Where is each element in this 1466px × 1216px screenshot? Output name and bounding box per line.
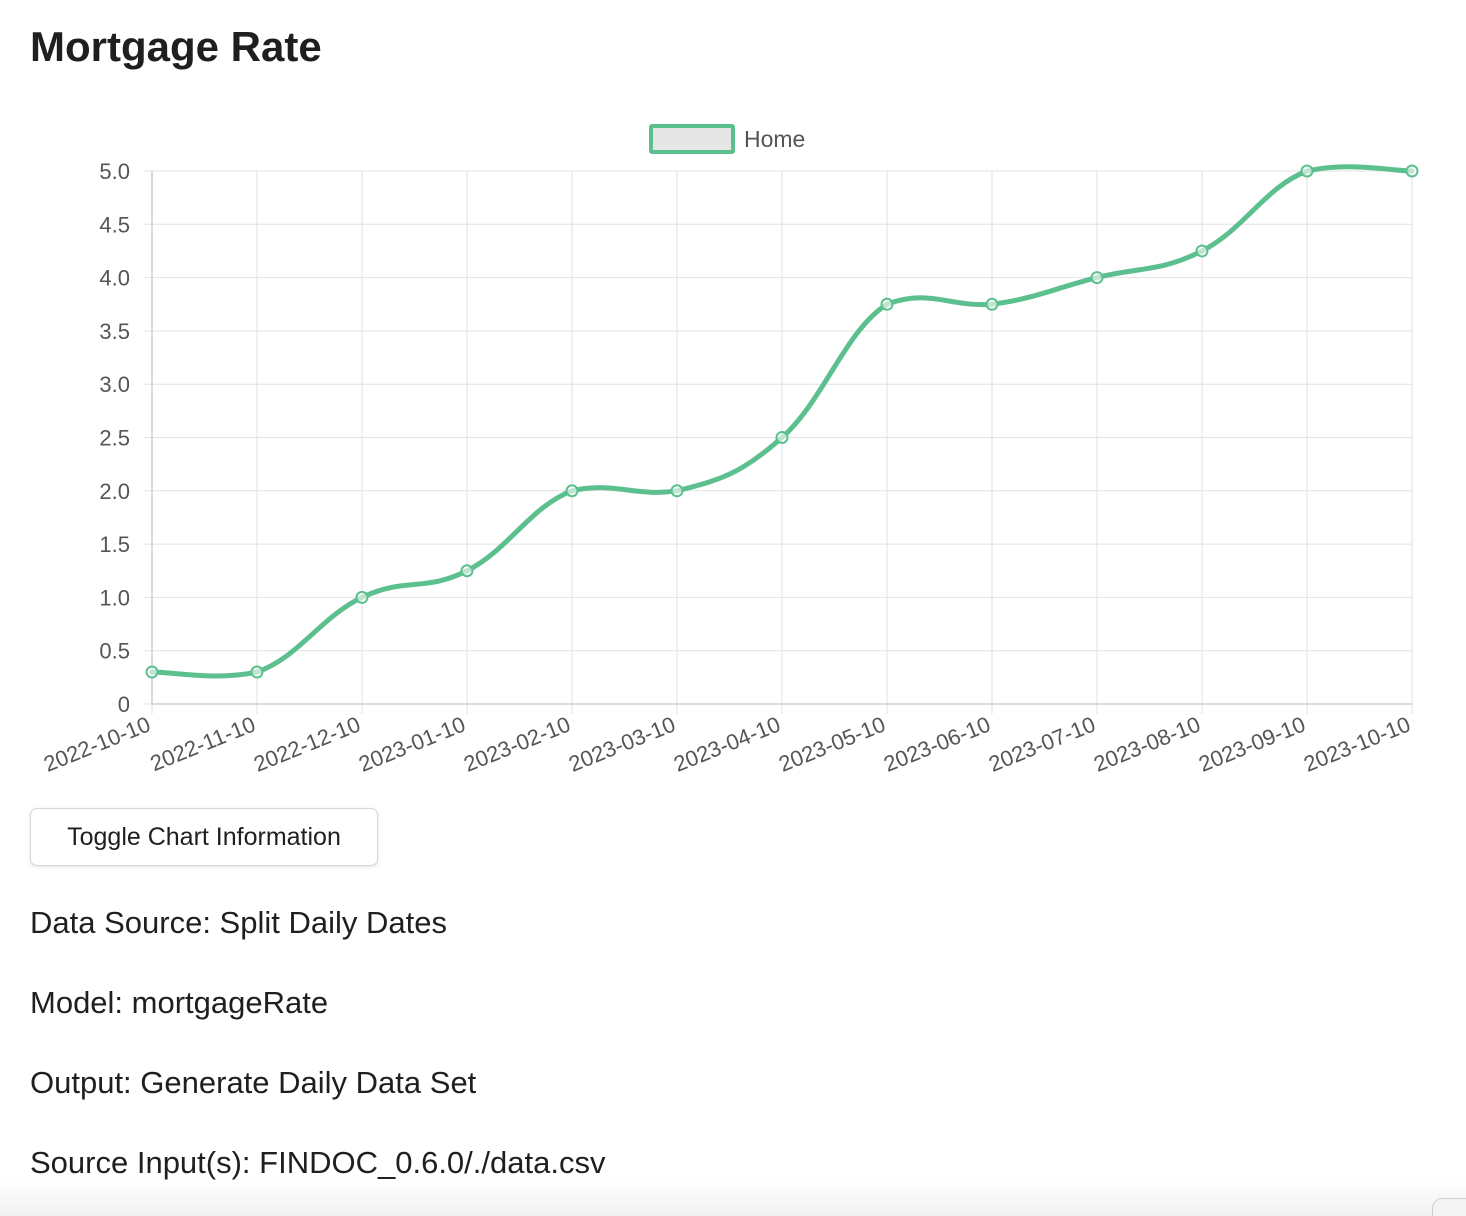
x-tick-label: 2023-05-10 [775, 711, 889, 776]
data-point[interactable] [985, 297, 999, 311]
data-point[interactable] [1300, 164, 1314, 178]
y-tick-label: 4.5 [99, 212, 130, 237]
y-tick-label: 2.0 [99, 479, 130, 504]
x-tick-label: 2022-10-10 [40, 711, 154, 776]
data-point[interactable] [565, 484, 579, 498]
bottom-fade [0, 1178, 1466, 1216]
y-tick-label: 4.0 [99, 266, 130, 291]
x-tick-label: 2023-08-10 [1090, 711, 1204, 776]
legend-label[interactable]: Home [744, 126, 805, 152]
x-tick-label: 2023-04-10 [670, 711, 784, 776]
data-point[interactable] [670, 484, 684, 498]
corner-handle [1432, 1198, 1466, 1216]
y-tick-label: 1.0 [99, 585, 130, 610]
data-point[interactable] [1405, 164, 1419, 178]
x-tick-label: 2023-02-10 [460, 711, 574, 776]
y-tick-label: 3.5 [99, 319, 130, 344]
y-tick-label: 3.0 [99, 372, 130, 397]
x-tick-label: 2023-09-10 [1195, 711, 1309, 776]
mortgage-rate-chart: 0 0.5 1.0 1.5 2.0 2.5 3.0 3.5 4.0 4.5 5.0 2022-10-… [0, 110, 1466, 810]
x-tick-label: 2023-01-10 [355, 711, 469, 776]
data-point[interactable] [250, 665, 264, 679]
x-tick-label: 2023-10-10 [1300, 711, 1414, 776]
data-source-text: Data Source: Split Daily Dates [30, 905, 447, 940]
y-tick-label: 1.5 [99, 532, 130, 557]
y-tick-label: 2.5 [99, 426, 130, 451]
data-point[interactable] [1090, 271, 1104, 285]
toggle-chart-information-button[interactable]: Toggle Chart Information [30, 808, 378, 866]
output-text: Output: Generate Daily Data Set [30, 1065, 477, 1100]
page-title: Mortgage Rate [30, 23, 322, 70]
data-point[interactable] [460, 564, 474, 578]
y-tick-label: 0 [118, 692, 130, 717]
x-tick-label: 2022-11-10 [147, 711, 259, 776]
data-point[interactable] [1195, 244, 1209, 258]
legend-swatch[interactable] [649, 124, 735, 154]
x-tick-label: 2022-12-10 [250, 711, 364, 776]
source-inputs-text: Source Input(s): FINDOC_0.6.0/./data.csv [30, 1145, 606, 1180]
data-point[interactable] [145, 665, 159, 679]
y-tick-label: 5.0 [99, 159, 130, 184]
x-tick-label: 2023-07-10 [985, 711, 1099, 776]
model-text: Model: mortgageRate [30, 985, 329, 1020]
x-tick-label: 2023-06-10 [880, 711, 994, 776]
axes [151, 171, 1412, 705]
x-axis-tick-labels: 2022-10-102022-11-102022-12-102023-01-10… [40, 711, 1414, 776]
data-point[interactable] [355, 590, 369, 604]
y-axis-tick-labels: 0 0.5 1.0 1.5 2.0 2.5 3.0 3.5 4.0 4.5 5.0 [99, 159, 130, 717]
y-tick-label: 0.5 [99, 639, 130, 664]
x-tick-label: 2023-03-10 [565, 711, 679, 776]
legend[interactable]: Home [649, 124, 805, 154]
series-points [145, 164, 1419, 679]
data-point[interactable] [880, 297, 894, 311]
line-chart-svg: 0 0.5 1.0 1.5 2.0 2.5 3.0 3.5 4.0 4.5 5.0 2022-10-… [40, 124, 1419, 777]
data-point[interactable] [775, 431, 789, 444]
